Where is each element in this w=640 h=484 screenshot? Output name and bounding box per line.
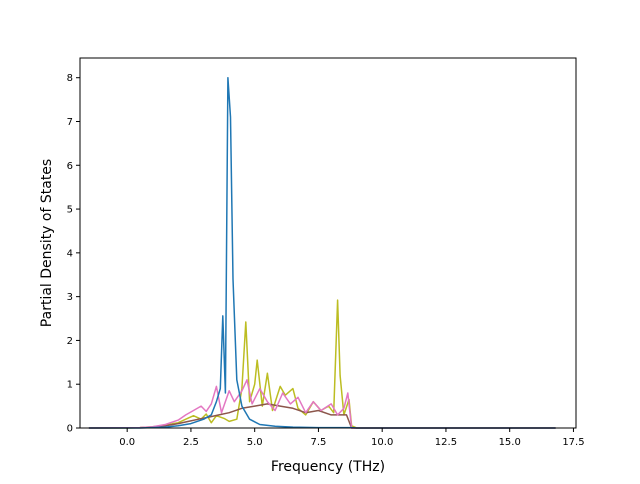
y-tick-label: 6 — [67, 161, 73, 172]
x-tick-label: 7.5 — [310, 437, 326, 448]
y-tick-label: 5 — [67, 205, 73, 216]
series-line-1 — [88, 299, 556, 429]
x-axis-ticks: 0.0 2.5 5.0 7.5 10.0 12.5 15.0 17.5 — [119, 428, 585, 448]
y-tick-label: 4 — [67, 248, 73, 259]
y-tick-label: 3 — [67, 292, 73, 303]
x-axis-label: Frequency (THz) — [271, 459, 385, 475]
x-tick-label: 12.5 — [435, 437, 457, 448]
y-tick-label: 7 — [67, 117, 73, 128]
x-tick-label: 15.0 — [499, 437, 521, 448]
y-tick-label: 2 — [67, 336, 73, 347]
x-tick-label: 2.5 — [183, 437, 199, 448]
series-layer — [88, 76, 556, 429]
series-line-3 — [88, 379, 556, 429]
y-tick-label: 0 — [67, 424, 73, 435]
y-tick-label: 8 — [67, 73, 73, 84]
y-tick-label: 1 — [67, 380, 73, 391]
y-axis-ticks: 0 1 2 3 4 5 6 7 8 — [67, 73, 80, 435]
y-axis-label: Partial Density of States — [39, 159, 55, 327]
plot-frame — [79, 57, 577, 429]
x-tick-label: 0.0 — [119, 437, 135, 448]
x-tick-label: 5.0 — [247, 437, 263, 448]
series-line-4 — [88, 76, 556, 429]
series-line-2 — [88, 403, 556, 429]
x-tick-label: 17.5 — [562, 437, 584, 448]
x-tick-label: 10.0 — [371, 437, 393, 448]
